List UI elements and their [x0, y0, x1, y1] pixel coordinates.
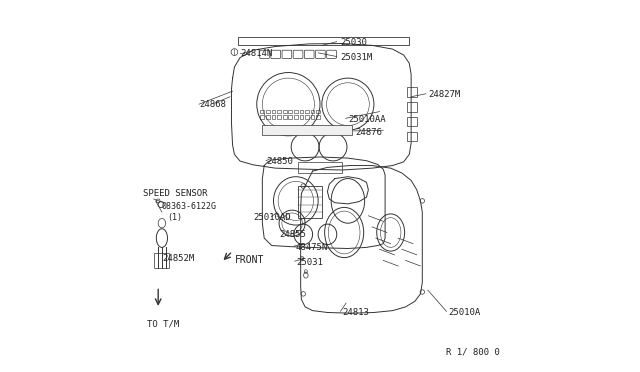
Bar — [305, 115, 309, 119]
Bar — [298, 162, 342, 173]
Bar — [408, 102, 417, 112]
Bar — [305, 110, 309, 113]
Bar — [289, 115, 292, 119]
Bar — [310, 115, 314, 119]
Bar — [238, 37, 410, 45]
Text: 24868: 24868 — [199, 100, 226, 109]
Text: 08363-6122G: 08363-6122G — [162, 202, 217, 211]
Bar — [277, 110, 281, 113]
Text: 24852M: 24852M — [162, 254, 194, 263]
Bar — [266, 110, 270, 113]
Bar — [283, 110, 287, 113]
Bar — [271, 115, 275, 119]
Bar — [289, 110, 292, 113]
Text: 24814N: 24814N — [240, 49, 272, 58]
Text: 25031M: 25031M — [340, 53, 372, 62]
Bar — [310, 110, 314, 113]
Bar — [408, 117, 417, 126]
Bar — [316, 115, 320, 119]
Text: SPEED SENSOR: SPEED SENSOR — [143, 189, 208, 198]
Bar — [260, 115, 264, 119]
Bar — [300, 110, 303, 113]
Bar — [262, 125, 351, 135]
Text: 25010A: 25010A — [449, 308, 481, 317]
Text: TO T/M: TO T/M — [147, 319, 179, 328]
Bar — [408, 87, 417, 97]
Bar — [260, 110, 264, 113]
Bar — [298, 186, 322, 218]
Bar — [277, 115, 281, 119]
Text: 24876: 24876 — [355, 128, 382, 137]
Text: (1): (1) — [168, 213, 182, 222]
Bar — [294, 110, 298, 113]
Bar — [294, 115, 298, 119]
Text: 24813: 24813 — [342, 308, 369, 317]
Bar — [266, 115, 270, 119]
Bar — [154, 253, 170, 268]
Text: 24855: 24855 — [279, 230, 306, 239]
Text: FRONT: FRONT — [234, 256, 264, 265]
Text: 25031: 25031 — [296, 258, 323, 267]
Bar — [300, 115, 303, 119]
Bar — [283, 115, 287, 119]
Text: 24827M: 24827M — [428, 90, 460, 99]
Text: 25010AA: 25010AA — [348, 115, 385, 124]
Bar — [408, 132, 417, 141]
Bar — [316, 110, 320, 113]
Bar — [271, 110, 275, 113]
Text: 48475N: 48475N — [296, 243, 328, 252]
Text: 25030: 25030 — [340, 38, 367, 47]
Text: R 1/ 800 0: R 1/ 800 0 — [447, 347, 500, 356]
Text: 25010AD: 25010AD — [253, 213, 291, 222]
Text: 24850: 24850 — [266, 157, 293, 166]
